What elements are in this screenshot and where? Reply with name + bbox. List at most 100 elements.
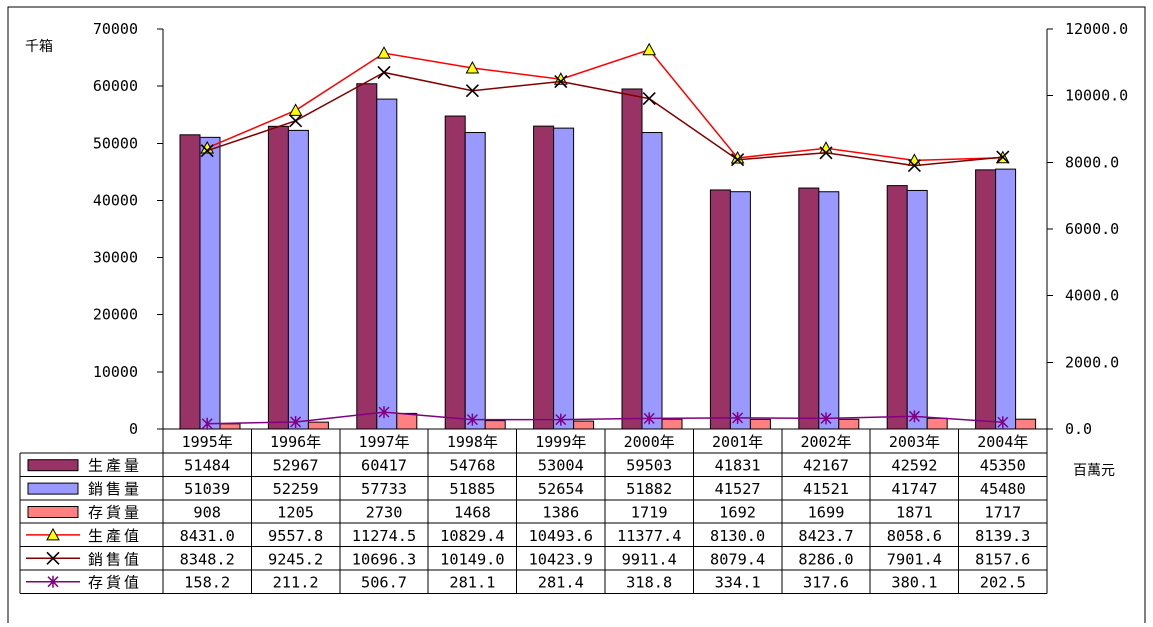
bar-1	[798, 187, 820, 430]
category-label: 1996年	[270, 433, 321, 451]
category-label: 2002年	[800, 433, 851, 451]
x-marker	[46, 551, 60, 565]
star-marker	[378, 406, 390, 419]
bar-1	[709, 189, 731, 430]
y-left-tick-label: 40000	[93, 191, 138, 209]
bar-2	[906, 189, 928, 430]
category-label: 2000年	[624, 433, 675, 451]
bar-3	[749, 418, 771, 430]
star-marker	[732, 411, 744, 424]
category-label: 1995年	[182, 433, 233, 451]
star-marker	[997, 416, 1009, 429]
triangle-marker	[465, 60, 480, 74]
bar-2	[464, 132, 486, 430]
data-label: 9911.4	[622, 550, 677, 568]
data-label: 10423.9	[529, 550, 593, 568]
data-label: 8423.7	[798, 527, 853, 545]
bar-2	[287, 129, 309, 430]
data-label: 10149.0	[440, 550, 504, 568]
bar-3	[307, 421, 329, 430]
bar-1	[975, 169, 997, 430]
data-label: 8348.2	[180, 550, 235, 568]
data-label: 51882	[626, 480, 672, 498]
category-label: 1997年	[358, 433, 409, 451]
star-marker	[290, 415, 302, 428]
triangle-marker	[288, 103, 303, 116]
bar-2	[553, 127, 575, 430]
star-marker	[466, 413, 478, 426]
star-marker	[47, 575, 59, 588]
bar-3	[484, 420, 506, 430]
data-label: 317.6	[803, 574, 849, 592]
data-label: 8139.3	[975, 527, 1030, 545]
x-marker	[377, 65, 391, 80]
star-marker	[201, 417, 213, 430]
data-label: 506.7	[361, 574, 407, 592]
data-label: 54768	[449, 457, 495, 475]
data-label: 41521	[803, 480, 849, 498]
data-label: 11274.5	[352, 527, 416, 545]
legend-key-bar	[27, 459, 79, 472]
data-label: 41527	[715, 480, 761, 498]
data-label: 41831	[715, 457, 761, 475]
data-label: 60417	[361, 457, 407, 475]
data-label: 59503	[626, 457, 672, 475]
data-label: 1719	[631, 504, 668, 522]
line-series-2	[206, 71, 1003, 167]
y-right-tick-label: 2000.0	[1065, 353, 1119, 371]
legend-series-name: 存貨量	[88, 504, 142, 522]
legend-series-name: 銷售值	[88, 550, 142, 568]
x-marker	[731, 153, 745, 167]
bar-2	[729, 191, 751, 430]
legend-series-name: 銷售量	[88, 480, 142, 498]
bar-1	[267, 125, 289, 430]
data-label: 8058.6	[887, 527, 942, 545]
bar-3	[661, 418, 683, 430]
data-label: 8079.4	[710, 550, 765, 568]
y-left-tick-label: 30000	[93, 249, 138, 267]
triangle-marker	[377, 46, 391, 59]
bar-2	[641, 132, 663, 430]
data-label: 380.1	[891, 574, 937, 592]
data-label: 52654	[538, 480, 584, 498]
data-label: 42167	[803, 457, 849, 475]
y-right-tick-label: 12000.0	[1065, 20, 1128, 38]
x-marker	[907, 159, 921, 173]
data-label: 9557.8	[268, 527, 323, 545]
data-label: 158.2	[184, 574, 230, 592]
bar-3	[926, 417, 948, 430]
x-marker	[642, 92, 656, 106]
y-left-tick-label: 60000	[93, 77, 138, 95]
y-left-tick-label: 20000	[93, 306, 138, 324]
legend-series-name: 生產值	[88, 527, 142, 545]
y-left-tick-label: 50000	[93, 134, 138, 152]
bar-1	[886, 185, 908, 430]
data-label: 7901.4	[887, 550, 942, 568]
data-label: 1468	[454, 504, 491, 522]
data-label: 202.5	[980, 574, 1026, 592]
category-label: 1999年	[535, 433, 586, 451]
triangle-marker	[46, 527, 60, 541]
data-label: 2730	[366, 504, 403, 522]
bar-3	[219, 423, 241, 430]
category-label: 1998年	[447, 433, 498, 451]
bar-2	[818, 191, 840, 430]
data-label: 8157.6	[975, 550, 1030, 568]
y-left-unit-label: 千箱	[25, 39, 53, 55]
data-label: 52967	[273, 457, 319, 475]
y-right-tick-label: 8000.0	[1065, 153, 1119, 171]
star-marker	[555, 413, 567, 426]
data-label: 57733	[361, 480, 407, 498]
bar-3	[838, 418, 860, 430]
legend-key-bar	[27, 482, 79, 495]
data-label: 51039	[184, 480, 230, 498]
data-label: 45480	[980, 480, 1026, 498]
data-label: 1871	[896, 504, 933, 522]
x-marker	[819, 146, 833, 160]
line-series-1	[206, 48, 1003, 162]
x-marker	[996, 150, 1010, 164]
category-label: 2003年	[889, 433, 940, 451]
bar-3	[1015, 418, 1037, 430]
legend-series-name: 生產量	[88, 457, 142, 475]
